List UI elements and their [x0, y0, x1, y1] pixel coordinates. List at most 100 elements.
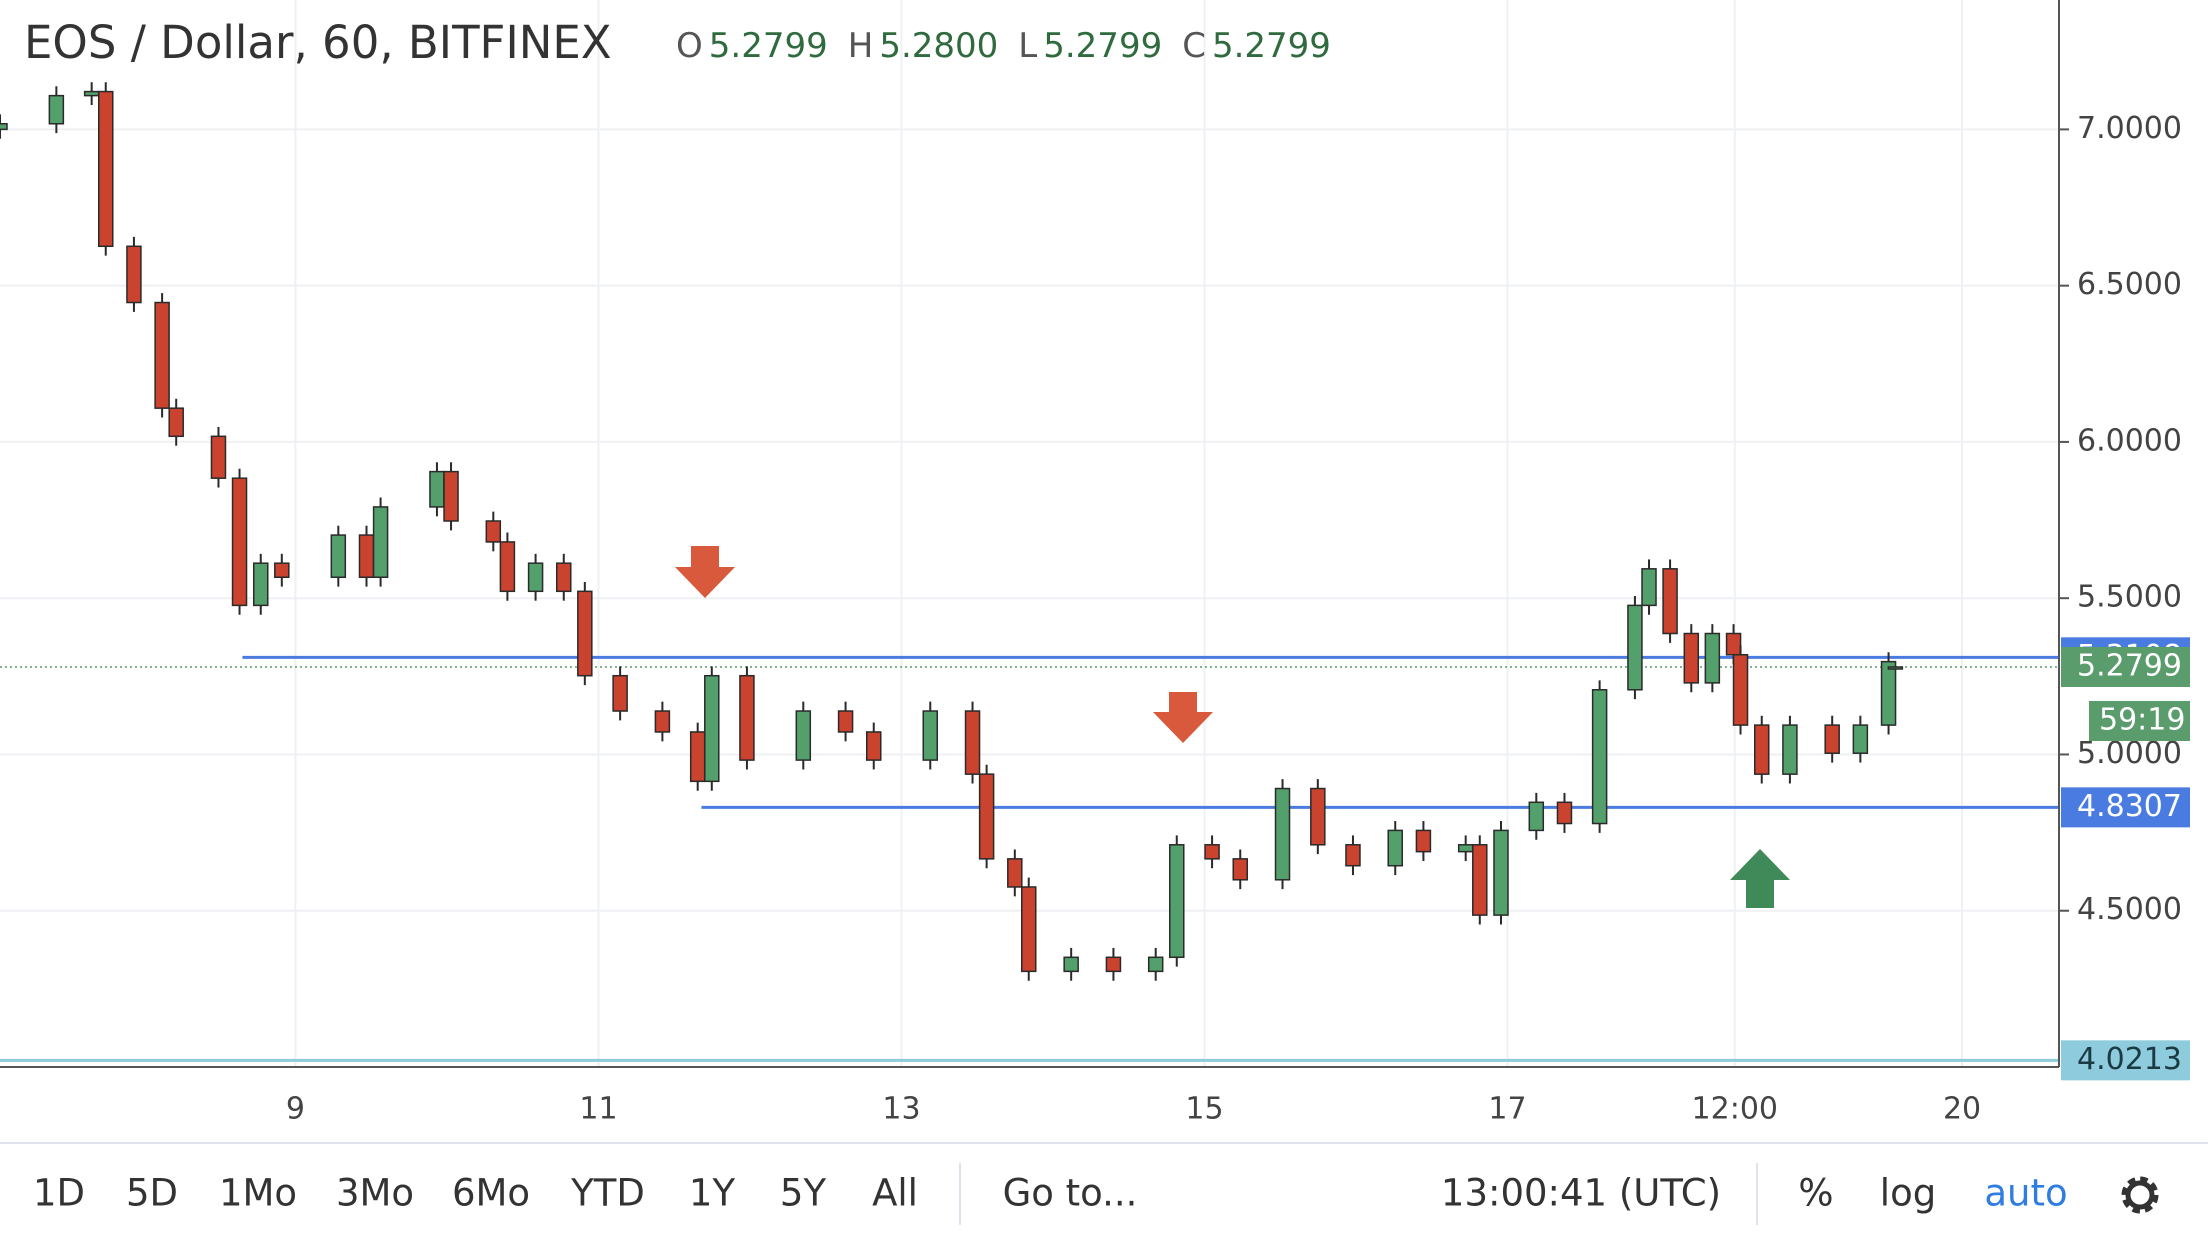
candle-body [612, 674, 628, 712]
range-button[interactable]: 3Mo [336, 1172, 414, 1215]
range-button[interactable]: 1Mo [219, 1172, 297, 1215]
level-badge-bg [2061, 787, 2190, 828]
candle-body [126, 245, 142, 304]
toolbar: 1D 5D 1Mo 3Mo 6Mo YTD 1Y 5Y All Go to... 13:00:41 … [33, 1172, 2068, 1215]
range-button[interactable]: 5Y [780, 1172, 827, 1215]
candle-body [358, 534, 375, 579]
candle-body [922, 710, 939, 761]
candle-body [1880, 660, 1897, 726]
price-badge: 5.2799 [2061, 646, 2190, 687]
candle-body [1020, 886, 1037, 973]
candle-body [429, 470, 445, 508]
candle-body [527, 562, 544, 593]
candle-body [1852, 724, 1869, 754]
candle-body [1732, 654, 1749, 726]
candle-body [1310, 787, 1326, 846]
range-button[interactable]: 1D [33, 1172, 85, 1215]
range-button[interactable]: 1Y [689, 1172, 736, 1215]
y-tick-label: 4.5000 [2077, 892, 2182, 927]
candle-body [1387, 829, 1403, 867]
level-badge: 4.0213 [2061, 1040, 2190, 1081]
candle-body [978, 773, 995, 860]
legend-key: O [676, 26, 703, 66]
arrow-up [1730, 849, 1790, 908]
x-tick-label: 15 [1185, 1092, 1223, 1127]
y-tick-label: 6.0000 [2077, 423, 2182, 458]
ohlc-legend: O 5.2799 H 5.2800 L 5.2799 C 5.2799 [676, 26, 1331, 66]
x-tick-label: 9 [286, 1092, 305, 1127]
range-button[interactable]: YTD [570, 1172, 645, 1215]
candle-body [1472, 844, 1488, 916]
candle-body [274, 562, 290, 579]
candle-body [168, 407, 184, 438]
level-badge-bg [2061, 1040, 2190, 1081]
candle-body [210, 435, 227, 479]
candle-body [837, 710, 854, 733]
countdown: 59:19 [2099, 702, 2185, 737]
candle-body [1753, 724, 1770, 775]
candle-body [689, 731, 706, 783]
candle-body [1105, 956, 1122, 973]
candle-body [330, 534, 347, 579]
chart-title: EOS / Dollar, 60, BITFINEX [24, 16, 612, 69]
candle-body [1683, 632, 1700, 684]
clock: 13:00:41 (UTC) [1441, 1172, 1721, 1215]
candle-body [654, 710, 671, 733]
candle-body [231, 477, 248, 607]
candle-body [1063, 956, 1079, 973]
candle-body [556, 562, 572, 593]
price-lines [0, 655, 2059, 1062]
y-tick-label: 5.5000 [2077, 580, 2182, 615]
price-badge-bg [2061, 646, 2190, 687]
level-badge-label: 4.8307 [2077, 789, 2182, 824]
percent-toggle[interactable]: % [1798, 1172, 1833, 1215]
candle-body [499, 541, 516, 593]
candle-body [1627, 604, 1643, 691]
price-badge-label: 5.2799 [2077, 648, 2182, 683]
candle-body [1345, 844, 1361, 867]
range-button[interactable]: 6Mo [452, 1172, 530, 1215]
candle-body [1528, 801, 1545, 832]
candle-body [1457, 844, 1474, 853]
candle-body [795, 710, 812, 761]
candle-body [98, 90, 114, 248]
candle-body [577, 590, 593, 677]
candle-body [1169, 844, 1185, 959]
candle-body [1704, 632, 1721, 684]
candle-body [1824, 724, 1840, 754]
candle-body [1232, 858, 1248, 881]
x-tick-label: 13 [882, 1092, 920, 1127]
candle-body [1725, 632, 1742, 656]
x-tick-label: 20 [1943, 1092, 1981, 1127]
range-button[interactable]: All [872, 1172, 918, 1215]
x-tick-label: 11 [579, 1092, 617, 1127]
candle-body [1415, 829, 1432, 853]
legend-value: 5.2799 [1212, 26, 1331, 66]
candle-body [1007, 858, 1023, 888]
candle-body [1662, 568, 1678, 635]
auto-toggle[interactable]: auto [1984, 1172, 2067, 1215]
price-axis: 4.5000 5.0000 5.5000 6.0000 6.5000 7.0000 9 11 1… [0, 0, 2190, 1127]
candle-body [443, 470, 459, 522]
log-toggle[interactable]: log [1880, 1172, 1936, 1215]
candle-body [964, 710, 981, 775]
candle-body [1641, 568, 1657, 607]
arrow-down [1153, 692, 1213, 743]
legend-value: 5.2800 [879, 26, 998, 66]
candle-body [1274, 787, 1291, 881]
candle-body [252, 562, 269, 607]
candle-body [1493, 829, 1509, 916]
y-tick-label: 6.5000 [2077, 267, 2182, 302]
candle-body [1782, 724, 1798, 775]
grid [0, 0, 2059, 1067]
settings-icon[interactable] [2121, 1176, 2159, 1214]
legend-key: C [1182, 26, 1206, 66]
goto-button[interactable]: Go to... [1003, 1172, 1138, 1215]
candle-body [48, 94, 65, 125]
legend-key: H [848, 26, 874, 66]
x-tick-label: 17 [1488, 1092, 1526, 1127]
range-button[interactable]: 5D [126, 1172, 178, 1215]
candle-body [865, 731, 882, 761]
candle-body [704, 674, 720, 783]
